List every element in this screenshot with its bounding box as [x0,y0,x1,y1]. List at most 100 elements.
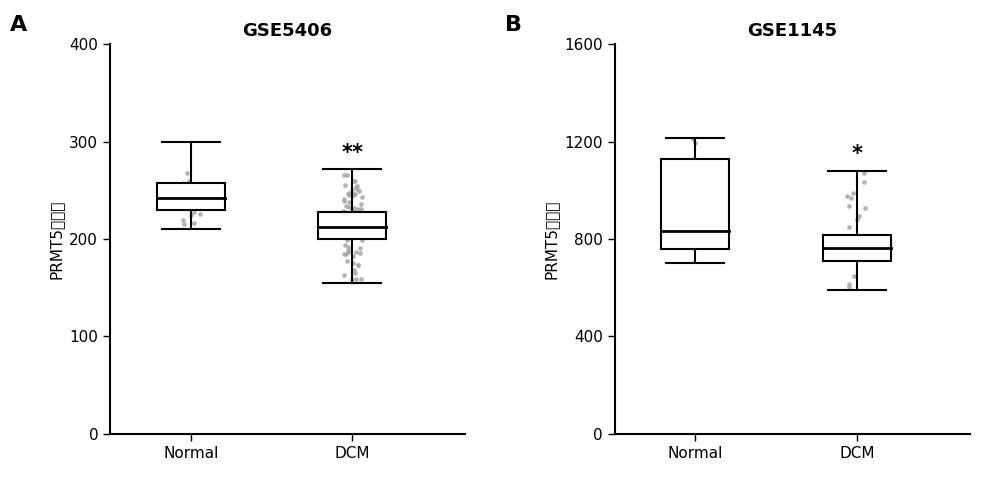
Point [338,249,354,257]
Point [176,220,192,228]
Point [337,224,353,232]
Point [857,205,873,212]
Point [340,246,356,253]
Point [345,191,361,199]
Point [345,259,361,267]
Point [181,177,197,185]
Point [692,243,708,250]
Point [349,185,365,193]
Point [839,192,855,200]
Point [175,216,191,224]
Point [183,211,199,219]
Point [337,208,353,215]
Point [351,187,367,195]
Point [336,271,352,279]
Point [845,189,861,197]
Point [181,184,197,192]
Point [346,207,362,215]
Point [839,233,855,241]
Point [340,248,356,256]
Point [354,236,370,244]
Point [680,230,696,238]
Point [845,250,861,258]
Point [336,226,352,234]
Point [344,232,360,240]
Point [856,178,872,186]
Point [353,205,369,212]
Bar [661,159,729,249]
Y-axis label: PRMT5表达量: PRMT5表达量 [544,199,559,279]
Point [841,280,857,287]
Point [340,243,356,250]
Point [340,190,356,198]
Point [186,219,202,227]
Point [179,170,195,177]
Point [348,183,364,191]
Title: GSE5406: GSE5406 [243,22,333,40]
Text: B: B [505,15,522,35]
Point [851,212,867,220]
Point [347,190,363,198]
Point [354,193,370,201]
Point [856,169,872,177]
Point [335,207,351,215]
Point [185,180,201,188]
Point [339,220,355,228]
Point [345,176,361,184]
Point [341,203,357,211]
Point [854,233,870,241]
Point [347,269,363,277]
Point [185,180,201,188]
Point [339,223,355,231]
Point [688,176,704,184]
Point [339,222,355,230]
Point [343,227,359,235]
Point [346,190,362,198]
Point [841,202,857,210]
Point [684,212,700,220]
Point [687,139,703,147]
Point [351,220,367,228]
Point [680,179,696,187]
Bar [823,236,891,261]
Point [693,209,709,216]
Point [845,252,861,260]
Point [843,194,859,202]
Point [353,275,369,282]
Point [339,257,355,265]
Point [186,194,202,202]
Point [347,177,363,185]
Point [336,197,352,205]
Point [350,261,366,269]
Point [346,204,362,212]
Bar [157,182,225,210]
Point [350,205,366,213]
Bar [318,212,386,239]
Point [685,135,701,143]
Point [696,216,712,224]
Point [341,215,357,223]
Point [337,242,353,249]
Point [337,181,353,189]
Point [854,238,870,246]
Point [336,212,352,220]
Point [337,209,353,216]
Text: *: * [851,143,862,164]
Y-axis label: PRMT5表达量: PRMT5表达量 [49,199,64,279]
Point [341,191,357,199]
Text: **: ** [341,143,363,163]
Point [341,198,357,206]
Point [352,249,368,257]
Point [336,250,352,258]
Point [680,239,696,247]
Point [186,209,202,216]
Point [344,186,360,194]
Point [697,186,713,194]
Point [336,172,352,179]
Point [352,244,368,251]
Point [341,189,357,197]
Point [336,195,352,203]
Point [348,275,364,282]
Point [841,223,857,231]
Point [345,191,361,199]
